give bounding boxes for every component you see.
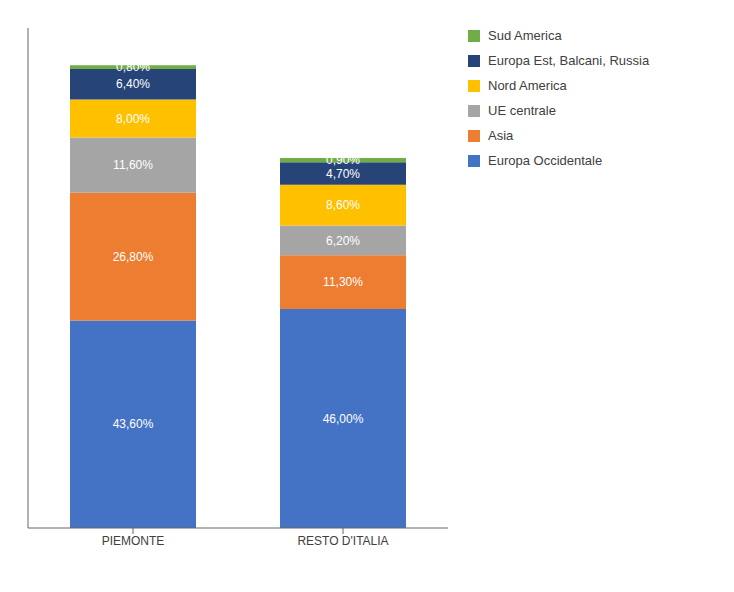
html-text:Sud America: Sud America [488, 28, 562, 43]
svg-text:6,40%: 6,40% [116, 77, 150, 91]
html-text:Nord America: Nord America [488, 78, 567, 93]
svg-text:4,70%: 4,70% [326, 167, 360, 181]
html-text:Europa Est, Balcani, Russia: Europa Est, Balcani, Russia [488, 53, 650, 68]
svg-text:11,60%: 11,60% [113, 158, 153, 172]
svg-text:26,80%: 26,80% [113, 250, 154, 264]
svg-text:6,20%: 6,20% [326, 234, 360, 248]
svg-text:0,80%: 0,80% [116, 60, 150, 74]
svg-text:0,90%: 0,90% [326, 153, 360, 167]
svg-text:8,60%: 8,60% [326, 198, 360, 212]
svg-text:43,60%: 43,60% [113, 417, 154, 431]
svg-text:46,00%: 46,00% [323, 412, 364, 426]
html-text:Europa Occidentale: Europa Occidentale [488, 153, 603, 168]
svg-text:PIEMONTE: PIEMONTE [102, 534, 165, 548]
html-text:UE centrale: UE centrale [488, 103, 556, 118]
svg-text:8,00%: 8,00% [116, 112, 150, 126]
svg-text:11,30%: 11,30% [323, 275, 363, 289]
html-text:Asia: Asia [488, 128, 514, 143]
svg-text:RESTO D'ITALIA: RESTO D'ITALIA [297, 534, 388, 548]
